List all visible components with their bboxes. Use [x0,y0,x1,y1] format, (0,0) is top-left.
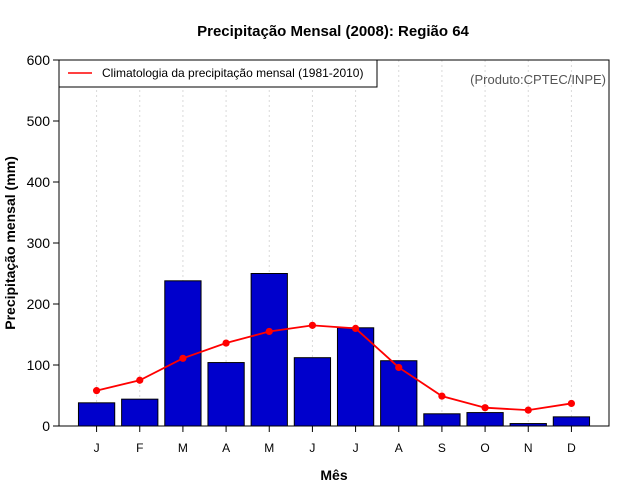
x-tick-label: M [178,441,188,455]
climatology-point-12 [567,399,576,408]
climatology-point-8 [395,363,403,372]
x-tick-label: F [136,441,143,455]
bar-m-5 [250,273,288,427]
y-tick-label: 300 [27,235,51,251]
bar-j-7 [336,327,375,427]
plot-frame [58,59,610,427]
bar-o-10 [466,412,504,427]
bar-s-9 [423,413,461,427]
climatology-point-4 [222,339,230,347]
bar-j-6 [293,357,332,427]
bar-d-12 [552,416,591,427]
climatology-point-7 [351,324,360,332]
x-tick-label: J [353,441,359,455]
x-axis-title: Mês [320,467,347,483]
x-tick-label: N [524,441,533,455]
climatology-line-layer [92,321,576,414]
y-axis: 0 100 200 300 400 500 600 [27,52,59,434]
y-tick-label: 500 [27,113,51,129]
y-axis-title: Precipitação mensal (mm) [2,156,18,330]
bar-j-1 [77,402,116,427]
bar-a-4 [207,362,245,427]
x-tick-label: A [395,441,403,455]
y-tick-label: 400 [27,174,51,190]
climatology-point-11 [524,406,532,414]
x-tick-label: J [309,441,315,455]
y-tick-label: 0 [42,418,50,434]
climatology-line [96,324,572,412]
x-tick-label: O [480,441,489,455]
bar-f-2 [121,398,159,427]
x-tick-label: J [94,441,100,455]
x-tick-label: S [438,441,446,455]
legend-entry-climatology: Climatologia da precipitação mensal (198… [102,66,363,80]
climatology-point-9 [438,392,446,400]
chart-title: Precipitação Mensal (2008): Região 64 [197,23,469,40]
climatology-point-6 [308,321,317,329]
legend-box [58,59,378,88]
bars-layer [77,273,591,427]
x-tick-label: A [222,441,230,455]
y-tick-label: 600 [27,52,51,68]
climatology-point-3 [179,354,187,362]
climatology-point-10 [481,404,489,412]
y-tick-label: 100 [27,357,51,373]
climatology-point-1 [92,387,101,395]
climatology-point-5 [265,327,273,336]
legend: Climatologia da precipitação mensal (198… [58,59,378,88]
x-tick-label: D [567,441,576,455]
x-tick-label: M [264,441,274,455]
credit-text: (Produto:CPTEC/INPE) [470,72,606,87]
climatology-point-2 [136,376,144,384]
y-tick-label: 200 [27,296,51,312]
